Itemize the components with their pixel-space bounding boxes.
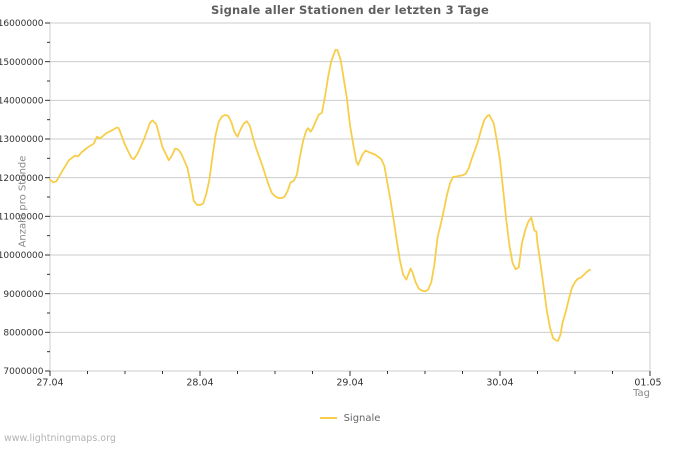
y-tick-label: 12000000 — [0, 174, 44, 184]
signale-line-swatch — [319, 417, 337, 419]
x-axis-title: Tag — [633, 388, 650, 399]
chart-title: Signale aller Stationen der letzten 3 Ta… — [210, 3, 489, 17]
y-tick-label: 7000000 — [3, 367, 43, 377]
y-tick-label: 16000000 — [0, 19, 44, 29]
x-tick-label: 01.05 — [634, 378, 661, 389]
y-tick-label: 13000000 — [0, 135, 44, 145]
y-tick-label: 9000000 — [3, 290, 43, 300]
x-tick-label: 28.04 — [186, 378, 213, 389]
y-tick-label: 10000000 — [0, 251, 44, 261]
y-axis-title: Anzahl pro Stunde — [17, 155, 29, 248]
legend: Signale — [0, 411, 700, 425]
y-tick-label: 15000000 — [0, 58, 44, 68]
y-tick-label: 8000000 — [3, 329, 43, 339]
watermark: www.lightningmaps.org — [4, 433, 116, 444]
legend-label: Signale — [343, 412, 381, 424]
x-tick-label: 30.04 — [486, 378, 513, 389]
y-tick-label: 14000000 — [0, 97, 44, 107]
x-tick-label: 29.04 — [336, 378, 363, 389]
plot-border — [49, 22, 651, 372]
y-tick-label: 11000000 — [0, 213, 44, 223]
signal-line — [49, 48, 591, 342]
x-tick-label: 27.04 — [36, 378, 63, 389]
